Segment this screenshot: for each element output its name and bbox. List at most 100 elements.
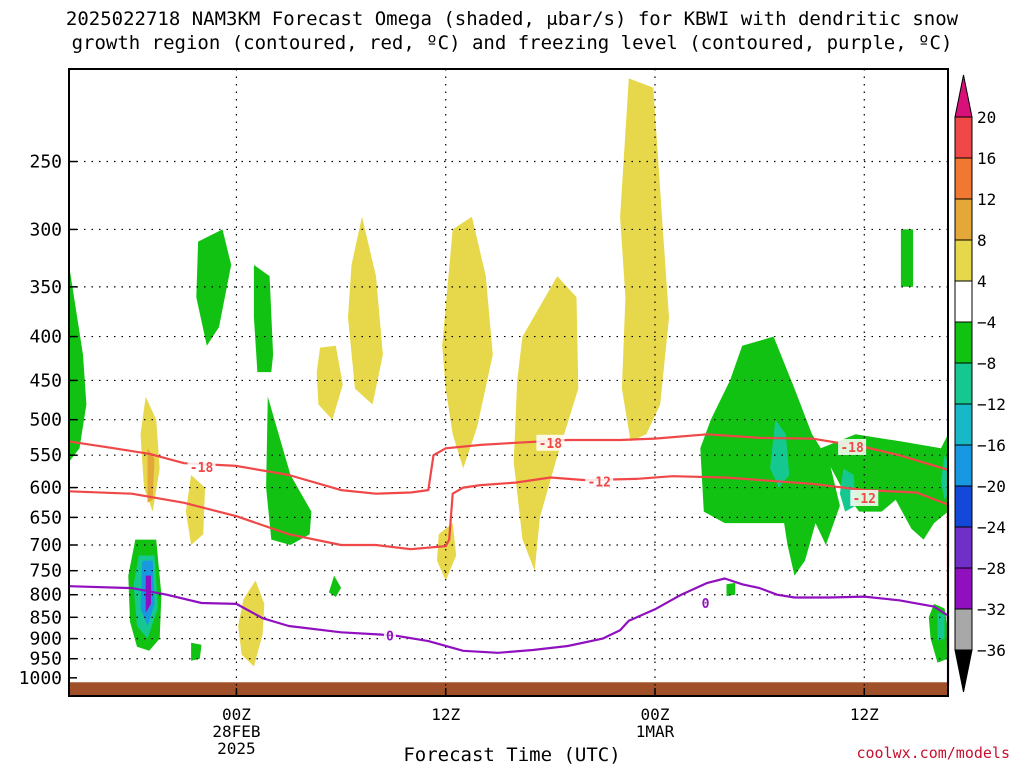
plot-frame [68, 68, 949, 697]
contour-label-bg-5 [383, 627, 396, 644]
y-tick-label-900: 900 [29, 629, 62, 650]
omega-region-29 [941, 455, 948, 500]
omega-region-2 [513, 276, 579, 571]
colorbar-swatch-6 [954, 321, 973, 364]
y-tick-label-450: 450 [29, 370, 62, 391]
colorbar-swatch-1 [954, 116, 973, 159]
contour-label-bg-1 [536, 434, 565, 451]
colorbar-swatch-3 [954, 198, 973, 241]
y-tick-label-850: 850 [29, 607, 62, 628]
contour-label-1: -18 [539, 437, 563, 452]
colorbar-swatch-12 [954, 567, 973, 610]
omega-region-4 [316, 345, 343, 420]
colorbar-swatch-10 [954, 485, 973, 528]
y-tick-label-600: 600 [29, 478, 62, 499]
chart-title-line2: growth region (contoured, red, ºC) and f… [71, 32, 953, 54]
colorbar-label-5: −4 [977, 313, 996, 332]
omega-region-18 [328, 575, 342, 597]
colorbar-label-9: −20 [977, 477, 1006, 496]
x-axis: 00Z28FEB202512Z00Z1MAR12Z00Z2MAR [212, 688, 879, 758]
contour-label-bg-6 [699, 595, 712, 612]
y-tick-label-950: 950 [29, 649, 62, 670]
contour-label-0: -18 [190, 461, 214, 476]
x-tick-sublabel-2-0: 1MAR [636, 722, 675, 741]
omega-region-10 [69, 264, 87, 462]
y-tick-label-1000: 1000 [19, 668, 62, 689]
y-tick-label-400: 400 [29, 327, 62, 348]
contour-label-4: -12 [853, 492, 876, 507]
colorbar-swatch-9 [954, 444, 973, 487]
contour-label-2: -18 [840, 441, 864, 456]
omega-region-6 [185, 475, 205, 545]
credit-text: coolwx.com/models [856, 744, 1010, 762]
x-tick-label-1: 12Z [431, 705, 460, 724]
colorbar-swatch-8 [954, 403, 973, 446]
omega-region-31 [937, 612, 945, 641]
x-tick-label-2: 00Z [641, 705, 670, 724]
omega-region-8 [437, 523, 457, 581]
ground-surface [69, 682, 948, 696]
contour-labels: -18 -18 -18 -12 -12 0 0 [187, 434, 879, 644]
omega-region-12 [253, 264, 274, 373]
contour-label-bg-2 [838, 438, 867, 455]
contour-freezing-0 [68, 577, 950, 686]
omega-region-7 [238, 580, 265, 667]
omega-region-33 [145, 575, 151, 613]
omega-region-19 [726, 582, 736, 597]
contour-label-bg-3 [585, 473, 614, 490]
omega-shaded-regions [69, 78, 948, 667]
colorbar-label-11: −28 [977, 559, 1006, 578]
colorbar-swatch-7 [954, 362, 973, 405]
colorbar-label-2: 12 [977, 190, 996, 209]
x-tick-sublabel-0-0: 28FEB [212, 722, 260, 741]
colorbar-label-4: 4 [977, 272, 987, 291]
colorbar-lower-arrow [954, 649, 973, 693]
x-tick-label-3: 12Z [850, 705, 879, 724]
y-tick-label-750: 750 [29, 561, 62, 582]
y-tick-label-250: 250 [29, 152, 62, 173]
colorbar-swatch-4 [954, 239, 973, 282]
colorbar-label-0: 20 [977, 108, 996, 127]
omega-region-1 [442, 216, 493, 469]
colorbar-label-10: −24 [977, 518, 1006, 537]
colorbar-label-8: −16 [977, 436, 1006, 455]
contour-label-bg-0 [187, 459, 216, 476]
y-tick-label-800: 800 [29, 585, 62, 606]
contour-label-5: 0 [386, 629, 394, 644]
x-axis-title: Forecast Time (UTC) [403, 744, 621, 766]
colorbar-swatch-13 [954, 608, 973, 651]
y-tick-label-350: 350 [29, 277, 62, 298]
omega-region-20 [191, 642, 202, 661]
colorbar-swatch-2 [954, 157, 973, 200]
omega-region-3 [620, 78, 669, 442]
x-tick-sublabel-0-1: 2025 [217, 739, 256, 758]
y-axis: 2503003504004505005506006507007508008509… [19, 152, 77, 689]
contour-label-bg-4 [850, 489, 879, 506]
colorbar-label-7: −12 [977, 395, 1006, 414]
omega-region-13 [900, 229, 914, 287]
colorbar-upper-arrow [954, 74, 973, 118]
y-tick-label-550: 550 [29, 445, 62, 466]
colorbar-label-6: −8 [977, 354, 996, 373]
omega-region-11 [196, 229, 232, 346]
omega-region-34 [147, 448, 155, 503]
y-tick-label-650: 650 [29, 507, 62, 528]
colorbar-swatch-5 [954, 280, 973, 323]
x-tick-label-0: 00Z [222, 705, 251, 724]
colorbar-label-1: 16 [977, 149, 996, 168]
contour-label-6: 0 [702, 597, 710, 612]
omega-region-15 [700, 336, 840, 576]
y-tick-label-300: 300 [29, 219, 62, 240]
colorbar: 20 16 12 8 4 −4 −8 −12 −16 −20 −24 −28 −32 −36 [954, 74, 1006, 693]
colorbar-label-12: −32 [977, 600, 1006, 619]
contour-label-3: -12 [587, 475, 610, 490]
omega-region-14 [266, 396, 312, 545]
colorbar-label-13: −36 [977, 641, 1006, 660]
omega-region-0 [348, 216, 383, 405]
chart-title-line1: 2025022718 NAM3KM Forecast Omega (shaded… [65, 8, 959, 30]
y-tick-label-700: 700 [29, 535, 62, 556]
colorbar-swatch-11 [954, 526, 973, 569]
omega-region-27 [770, 419, 790, 488]
y-tick-label-500: 500 [29, 410, 62, 431]
